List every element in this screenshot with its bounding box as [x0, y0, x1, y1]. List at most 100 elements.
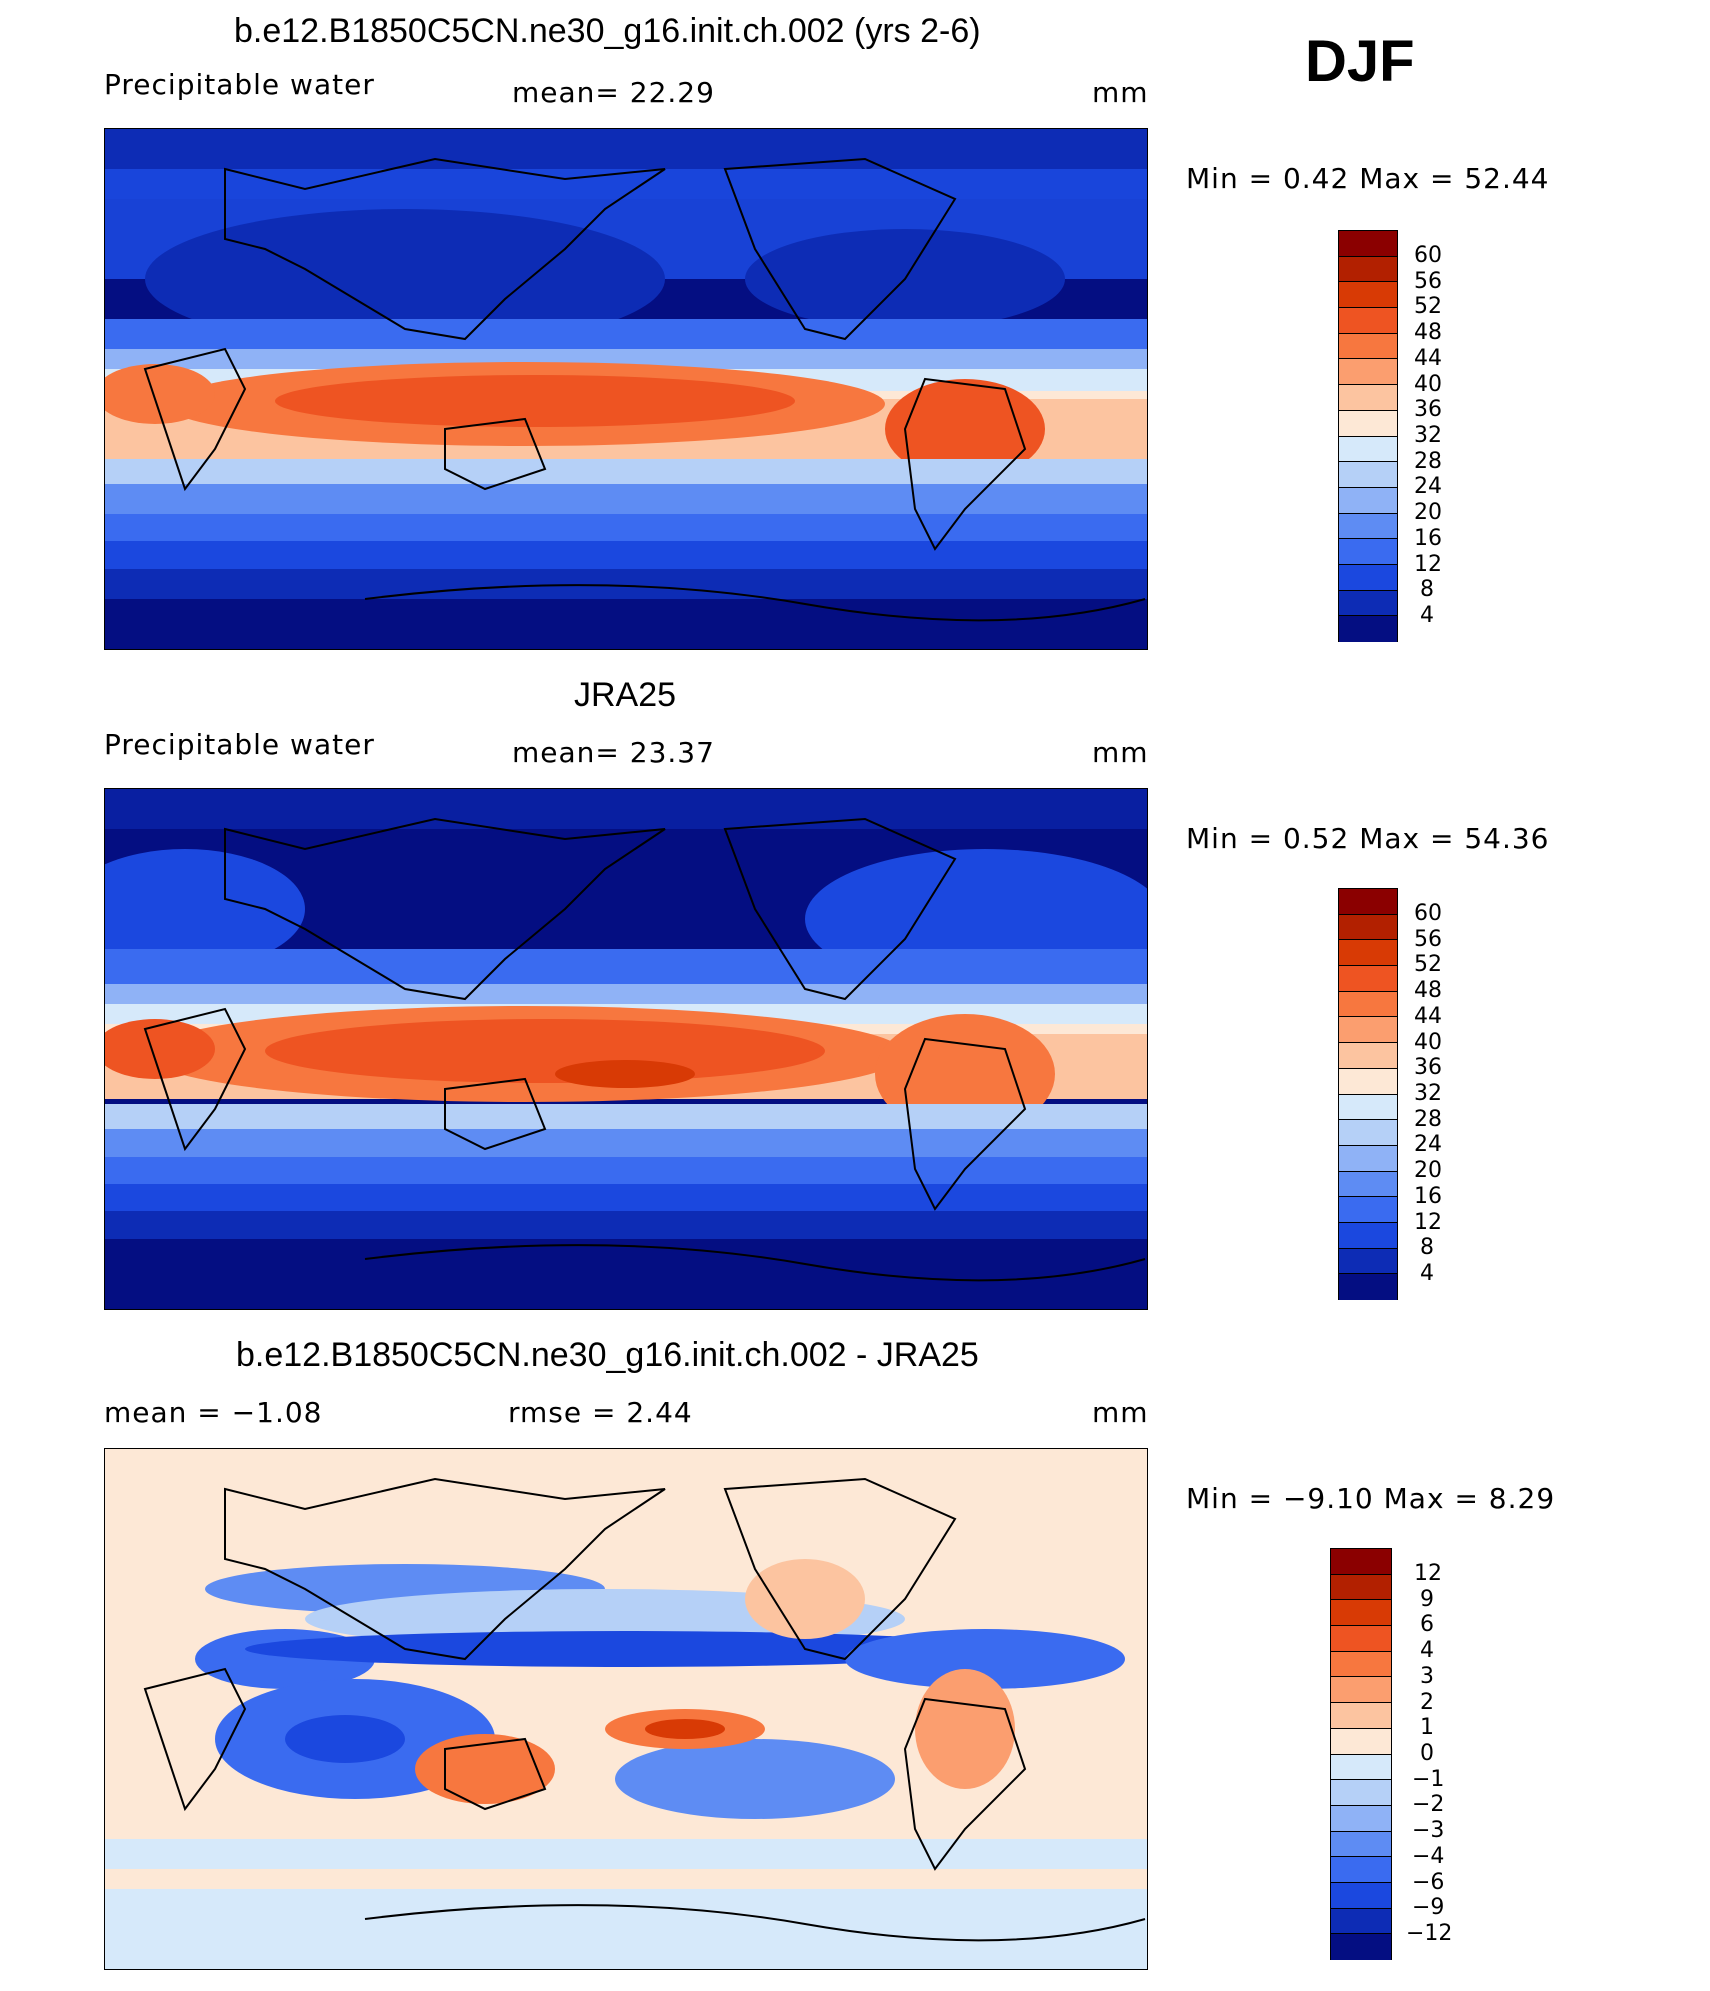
colorbar-tick-label: 0 — [1420, 1741, 1434, 1766]
colorbar-tick-label: −2 — [1412, 1792, 1445, 1817]
colorbar-tick-label: 60 — [1414, 243, 1442, 268]
colorbar-tick-label: 60 — [1414, 901, 1442, 926]
colorbar-tick-label: −1 — [1412, 1767, 1445, 1792]
colorbar-tick-label: 12 — [1414, 1210, 1442, 1235]
colorbar-swatch — [1339, 1171, 1397, 1198]
colorbar-swatch — [1339, 359, 1397, 386]
colorbar-tick-label: 8 — [1420, 577, 1434, 602]
colorbar-swatch — [1339, 1017, 1397, 1044]
colorbar-swatch — [1339, 1120, 1397, 1146]
colorbar-tick-label: 36 — [1414, 397, 1442, 422]
colorbar-swatch — [1339, 991, 1397, 1018]
colorbar-swatch — [1331, 1600, 1391, 1627]
colorbar-tick-label: −3 — [1412, 1818, 1445, 1843]
colorbar-swatch — [1339, 1222, 1397, 1249]
colorbar-tick-label: 16 — [1414, 526, 1442, 551]
colorbar-swatch — [1339, 1145, 1397, 1172]
colorbar-tick-label: 40 — [1414, 372, 1442, 397]
colorbar-swatch — [1339, 1094, 1397, 1121]
colorbar-tick-label: 12 — [1414, 1561, 1442, 1586]
colorbar-tick-label: 20 — [1414, 1158, 1442, 1183]
colorbar-tick-label: 44 — [1414, 1004, 1442, 1029]
colorbar-swatch — [1339, 1043, 1397, 1069]
panel1-units-label: mm — [1092, 76, 1149, 109]
colorbar-swatch — [1339, 308, 1397, 334]
panel3-map — [104, 1448, 1148, 1970]
colorbar-tick-label: 24 — [1414, 1132, 1442, 1157]
panel3-colorbar — [1330, 1548, 1392, 1960]
panel1-variable-label: Precipitable water — [104, 68, 375, 101]
season-label: DJF — [1305, 29, 1415, 94]
panel1-mean-label: mean= 22.29 — [512, 76, 715, 109]
colorbar-tick-label: 4 — [1420, 603, 1434, 628]
colorbar-tick-label: 8 — [1420, 1235, 1434, 1260]
panel3-mean-label: mean = −1.08 — [104, 1396, 323, 1429]
colorbar-tick-label: 32 — [1414, 1081, 1442, 1106]
colorbar-swatch — [1331, 1780, 1391, 1806]
colorbar-tick-label: 20 — [1414, 500, 1442, 525]
colorbar-swatch — [1339, 889, 1397, 915]
colorbar-swatch — [1339, 1248, 1397, 1275]
colorbar-swatch — [1331, 1831, 1391, 1858]
colorbar-swatch — [1331, 1703, 1391, 1729]
panel2-variable-label: Precipitable water — [104, 728, 375, 761]
panel1-minmax-label: Min = 0.42 Max = 52.44 — [1186, 162, 1550, 195]
colorbar-tick-label: 52 — [1414, 294, 1442, 319]
colorbar-swatch — [1331, 1857, 1391, 1883]
colorbar-tick-label: 52 — [1414, 952, 1442, 977]
colorbar-swatch — [1339, 462, 1397, 488]
panel2-minmax-label: Min = 0.52 Max = 54.36 — [1186, 822, 1550, 855]
colorbar-swatch — [1339, 282, 1397, 309]
colorbar-tick-label: 2 — [1420, 1690, 1434, 1715]
colorbar-tick-label: 3 — [1420, 1664, 1434, 1689]
colorbar-swatch — [1331, 1908, 1391, 1935]
panel1-colorbar — [1338, 230, 1398, 642]
colorbar-tick-label: −12 — [1406, 1921, 1453, 1946]
panel2-map — [104, 788, 1148, 1310]
colorbar-swatch — [1331, 1754, 1391, 1781]
colorbar-swatch — [1331, 1574, 1391, 1601]
panel1-title: b.e12.B1850C5CN.ne30_g16.init.ch.002 (yr… — [234, 12, 981, 50]
colorbar-swatch — [1339, 513, 1397, 540]
panel1-map — [104, 128, 1148, 650]
colorbar-tick-label: 28 — [1414, 1107, 1442, 1132]
colorbar-swatch — [1339, 1274, 1397, 1300]
colorbar-swatch — [1339, 1068, 1397, 1095]
colorbar-tick-label: 9 — [1420, 1587, 1434, 1612]
colorbar-swatch — [1331, 1728, 1391, 1755]
colorbar-tick-label: 28 — [1414, 449, 1442, 474]
colorbar-swatch — [1339, 410, 1397, 437]
panel2-mean-label: mean= 23.37 — [512, 736, 715, 769]
colorbar-swatch — [1331, 1882, 1391, 1909]
colorbar-tick-label: 6 — [1420, 1612, 1434, 1637]
colorbar-tick-label: 4 — [1420, 1638, 1434, 1663]
colorbar-swatch — [1339, 487, 1397, 514]
colorbar-swatch — [1339, 564, 1397, 591]
colorbar-tick-label: −4 — [1412, 1844, 1445, 1869]
colorbar-swatch — [1339, 616, 1397, 642]
panel3-rmse-label: rmse = 2.44 — [508, 1396, 693, 1429]
colorbar-swatch — [1339, 256, 1397, 283]
colorbar-swatch — [1331, 1677, 1391, 1704]
colorbar-swatch — [1339, 231, 1397, 257]
colorbar-swatch — [1339, 966, 1397, 992]
panel3-title: b.e12.B1850C5CN.ne30_g16.init.ch.002 - J… — [236, 1336, 979, 1374]
colorbar-swatch — [1331, 1934, 1391, 1960]
colorbar-tick-label: −6 — [1412, 1870, 1445, 1895]
panel2-colorbar — [1338, 888, 1398, 1300]
colorbar-swatch — [1339, 539, 1397, 565]
colorbar-tick-label: 1 — [1420, 1715, 1434, 1740]
colorbar-swatch — [1339, 436, 1397, 463]
colorbar-tick-label: −9 — [1412, 1895, 1445, 1920]
colorbar-swatch — [1339, 914, 1397, 941]
colorbar-swatch — [1331, 1651, 1391, 1678]
colorbar-swatch — [1339, 940, 1397, 967]
colorbar-tick-label: 36 — [1414, 1055, 1442, 1080]
colorbar-tick-label: 56 — [1414, 269, 1442, 294]
colorbar-tick-label: 4 — [1420, 1261, 1434, 1286]
colorbar-tick-label: 40 — [1414, 1030, 1442, 1055]
colorbar-swatch — [1331, 1805, 1391, 1832]
colorbar-tick-label: 48 — [1414, 978, 1442, 1003]
colorbar-swatch — [1331, 1549, 1391, 1575]
panel2-units-label: mm — [1092, 736, 1149, 769]
